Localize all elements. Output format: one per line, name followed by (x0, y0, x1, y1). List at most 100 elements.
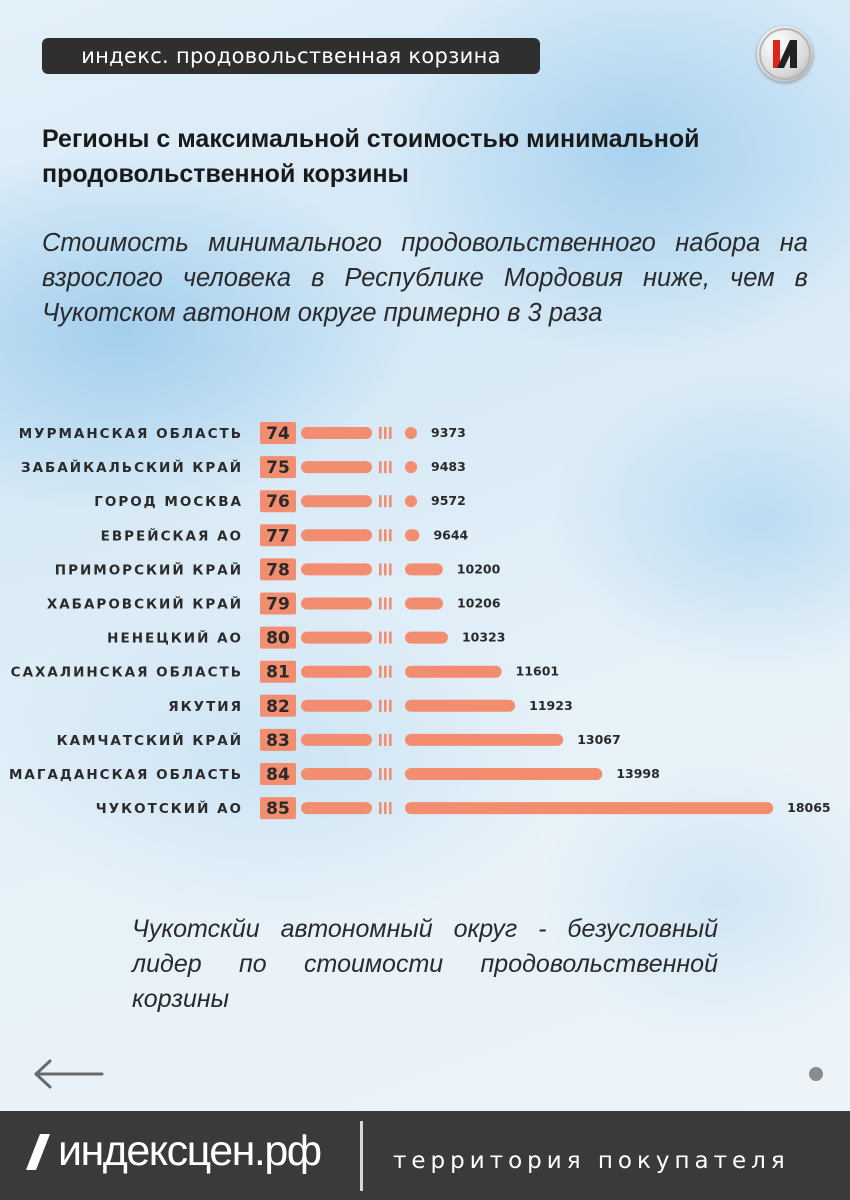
rank-box (260, 728, 296, 751)
axis-break-mark (389, 802, 392, 815)
value-label: 10200 (457, 561, 501, 576)
bar-chart: МУРМАНСКАЯ ОБЛАСТЬ 74 9373 ЗАБАЙКАЛЬСКИЙ КР… (9, 422, 831, 820)
value-label: 11923 (529, 698, 573, 713)
rank-label: 75 (266, 458, 290, 478)
axis-break-mark (379, 597, 382, 610)
axis-break-mark (389, 427, 392, 439)
axis-break-mark (379, 563, 382, 576)
axis-break-mark (379, 802, 382, 815)
axis-break-mark (384, 733, 387, 746)
value-label: 9373 (431, 425, 466, 440)
region-label: ЗАБАЙКАЛЬСКИЙ КРАЙ (21, 459, 243, 476)
value-label: 13998 (616, 766, 660, 781)
axis-break-mark (384, 597, 387, 610)
region-label: МАГАДАНСКАЯ ОБЛАСТЬ (9, 767, 243, 783)
bar (405, 733, 564, 746)
rank-label: 77 (266, 526, 290, 546)
bar-stub (301, 563, 372, 576)
rank-box (260, 524, 296, 547)
axis-break-mark (384, 802, 387, 815)
axis-break-mark (384, 461, 387, 474)
bar-stub (301, 665, 372, 678)
axis-break-mark (384, 495, 387, 508)
index-logo-icon (757, 26, 813, 82)
bar (405, 495, 417, 508)
rank-label: 81 (266, 663, 290, 683)
region-label: ХАБАРОВСКИЙ КРАЙ (47, 596, 243, 613)
rank-label: 78 (266, 560, 290, 580)
axis-break-mark (384, 768, 387, 780)
bar-stub (301, 802, 372, 815)
brand-name[interactable]: индексцен.рф (58, 1127, 322, 1175)
axis-break-mark (379, 427, 382, 439)
axis-break-mark (379, 529, 382, 542)
region-label: ЧУКОТСКИЙ АО (96, 800, 243, 817)
axis-break-mark (389, 529, 392, 542)
bar (405, 699, 516, 712)
axis-break-mark (379, 461, 382, 474)
rank-box (260, 797, 296, 820)
value-label: 9483 (431, 459, 466, 474)
rank-box (260, 592, 296, 615)
axis-break-mark (389, 495, 392, 508)
axis-break-mark (384, 427, 387, 439)
axis-break-mark (389, 699, 392, 712)
rank-box (260, 763, 296, 785)
axis-break-mark (379, 768, 382, 780)
axis-break-mark (384, 665, 387, 678)
axis-break-mark (379, 733, 382, 746)
rank-label: 85 (266, 799, 290, 819)
bar-stub (301, 427, 372, 439)
axis-break-mark (389, 631, 392, 644)
region-label: ПРИМОРСКИЙ КРАЙ (55, 561, 243, 578)
topic-label: индекс. продовольственная корзина (42, 38, 540, 74)
axis-break-mark (379, 665, 382, 678)
subtitle: Стоимость минимального продовольственног… (42, 229, 808, 327)
page-title: Регионы с максимальной стоимостью минима… (42, 125, 700, 188)
rank-label: 80 (266, 629, 290, 649)
footer-bar (0, 1111, 850, 1200)
rank-label: 82 (266, 697, 290, 717)
value-label: 18065 (787, 800, 831, 815)
region-label: МУРМАНСКАЯ ОБЛАСТЬ (19, 426, 243, 442)
bar-stub (301, 597, 372, 610)
rank-box (260, 626, 296, 649)
axis-break-mark (389, 768, 392, 780)
region-label: ЕВРЕЙСКАЯ АО (101, 527, 243, 544)
brand-slash-icon (22, 1130, 62, 1178)
bar-stub (301, 495, 372, 508)
rank-label: 76 (266, 492, 290, 512)
region-label: КАМЧАТСКИЙ КРАЙ (57, 732, 243, 749)
axis-break-mark (379, 699, 382, 712)
rank-box (260, 456, 296, 479)
bar (405, 665, 502, 678)
rank-box (260, 490, 296, 513)
bar (405, 802, 774, 815)
bar-stub (301, 529, 372, 542)
value-label: 11601 (516, 664, 560, 679)
back-arrow-icon[interactable] (30, 1056, 106, 1092)
axis-break-mark (384, 631, 387, 644)
bar (405, 597, 444, 610)
axis-break-mark (384, 699, 387, 712)
axis-break-mark (379, 631, 382, 644)
axis-break-mark (389, 461, 392, 474)
footer-divider (360, 1121, 363, 1191)
brand-tagline: территория покупателя (393, 1148, 790, 1174)
rank-box (260, 558, 296, 581)
rank-label: 79 (266, 595, 290, 615)
axis-break-mark (389, 733, 392, 746)
axis-break-mark (389, 563, 392, 576)
value-label: 9572 (431, 493, 466, 508)
rank-label: 74 (266, 424, 290, 444)
axis-break-mark (389, 665, 392, 678)
page-indicator-dot[interactable] (809, 1067, 823, 1081)
bar (405, 631, 448, 644)
bar (405, 529, 420, 542)
axis-break-mark (389, 597, 392, 610)
axis-break-mark (384, 529, 387, 542)
value-label: 10323 (462, 630, 506, 645)
bar (405, 563, 443, 576)
rank-box (260, 422, 296, 444)
bar-stub (301, 768, 372, 780)
